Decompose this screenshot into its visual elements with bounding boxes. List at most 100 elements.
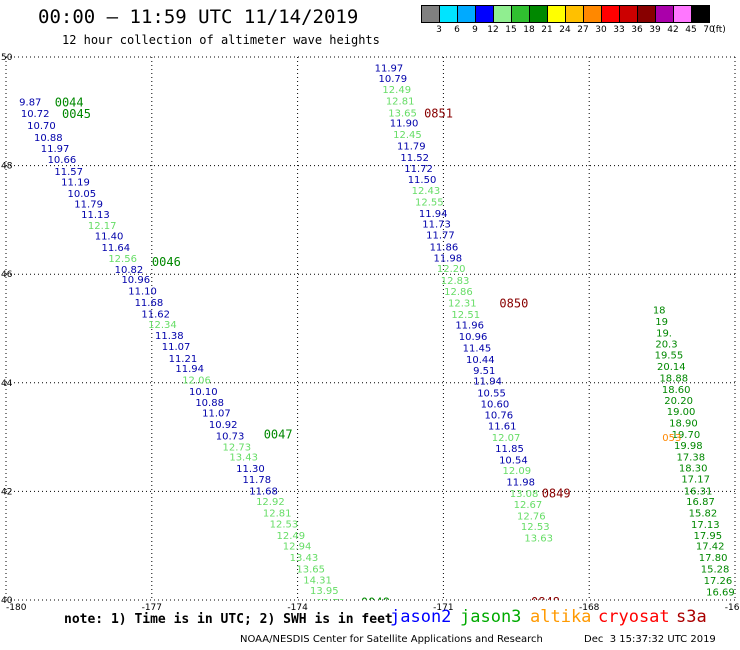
wave-height-value: 10.76 bbox=[484, 410, 513, 421]
color-swatch bbox=[691, 5, 710, 23]
wave-height-value: 12.76 bbox=[517, 511, 546, 522]
wave-height-value: 13.65 bbox=[296, 565, 325, 576]
wave-height-value: 11.78 bbox=[242, 475, 271, 486]
wave-height-value: 13.43 bbox=[229, 453, 258, 464]
wave-height-value: 13.95 bbox=[310, 586, 339, 597]
wave-height-value: 11.68 bbox=[135, 298, 164, 309]
wave-height-value: 18.90 bbox=[669, 418, 698, 429]
color-scale-unit: (ft) bbox=[712, 25, 726, 35]
color-scale-label: 18 bbox=[523, 25, 535, 35]
color-scale-label: 45 bbox=[685, 25, 697, 35]
pass-time-label: 0850 bbox=[499, 296, 528, 310]
wave-height-value: 11.97 bbox=[375, 63, 404, 74]
color-scale-label: 27 bbox=[577, 25, 589, 35]
wave-height-value: 10.82 bbox=[115, 265, 144, 276]
wave-height-value: 12.53 bbox=[270, 519, 299, 530]
wave-height-value: 13.63 bbox=[524, 534, 553, 545]
wave-height-value: 12.17 bbox=[88, 221, 117, 232]
wave-height-value: 10.44 bbox=[466, 355, 495, 366]
wave-height-value: 11.62 bbox=[141, 309, 170, 320]
y-tick-label: 42 bbox=[1, 487, 12, 497]
y-tick-label: 48 bbox=[1, 162, 13, 172]
wave-height-value: 20.3 bbox=[655, 340, 677, 351]
wave-height-value: 11.45 bbox=[463, 344, 492, 355]
wave-height-value: 12.86 bbox=[444, 287, 473, 298]
wave-height-value: 11.72 bbox=[404, 164, 433, 175]
wave-height-value: 18.30 bbox=[679, 464, 708, 475]
wave-height-value: 11.98 bbox=[433, 253, 462, 264]
wave-height-value: 10.92 bbox=[209, 420, 238, 431]
wave-height-value: 19.00 bbox=[667, 407, 696, 418]
pass-time-label: 0048 bbox=[361, 596, 390, 610]
wave-height-value: 19. bbox=[656, 328, 672, 339]
wave-height-value: 11.21 bbox=[169, 354, 198, 365]
color-scale-label: 70 bbox=[703, 25, 715, 35]
x-tick-label: -174 bbox=[287, 603, 308, 613]
wave-height-value: 17.26 bbox=[704, 576, 733, 587]
wave-height-value: 12.09 bbox=[502, 466, 531, 477]
wave-height-value: 10.79 bbox=[379, 74, 408, 85]
y-tick-label: 44 bbox=[1, 379, 13, 389]
color-scale-label: 3 bbox=[436, 25, 442, 35]
wave-height-value: 10.10 bbox=[189, 387, 218, 398]
wave-height-value: 11.50 bbox=[408, 175, 437, 186]
wave-height-value: 12.81 bbox=[386, 96, 415, 107]
wave-height-value: 053 bbox=[662, 433, 681, 444]
wave-height-value: 12.31 bbox=[448, 298, 477, 309]
wave-height-value: 12.67 bbox=[514, 500, 543, 511]
wave-height-value: 18.60 bbox=[662, 385, 691, 396]
wave-height-value: 17.42 bbox=[696, 542, 725, 553]
wave-height-value: 10.05 bbox=[67, 189, 96, 200]
wave-height-value: 11.61 bbox=[488, 422, 517, 433]
wave-height-value: 19.98 bbox=[674, 441, 703, 452]
pass-time-label: 0848 bbox=[531, 595, 560, 609]
color-scale-label: 30 bbox=[595, 25, 607, 35]
wave-height-value: 11.07 bbox=[202, 409, 231, 420]
wave-height-value: 11.52 bbox=[400, 153, 429, 164]
wave-height-value: 11.10 bbox=[128, 286, 157, 297]
wave-height-value: 12.56 bbox=[108, 254, 137, 265]
wave-height-value: 14.31 bbox=[303, 575, 332, 586]
wave-height-value: 11.86 bbox=[430, 243, 459, 254]
wave-height-value: 10.96 bbox=[459, 332, 488, 343]
wave-height-value: 12.53 bbox=[521, 522, 550, 533]
wave-height-value: 15.82 bbox=[689, 509, 718, 520]
wave-height-value: 13.79 bbox=[316, 598, 345, 609]
color-scale-label: 9 bbox=[472, 25, 478, 35]
wave-height-value: 17.38 bbox=[676, 453, 705, 464]
wave-height-value: 18 bbox=[653, 305, 666, 316]
wave-height-value: 11.85 bbox=[495, 444, 524, 455]
chart-title: 00:00 – 11:59 UTC 11/14/2019 bbox=[38, 6, 359, 28]
wave-height-value: 12.83 bbox=[441, 276, 470, 287]
wave-height-value: 11.90 bbox=[390, 119, 419, 130]
legend-jason2: jason2 bbox=[390, 607, 452, 627]
color-scale-label: 12 bbox=[487, 25, 499, 35]
wave-height-value: 9.87 bbox=[19, 98, 41, 109]
wave-height-value: 20.14 bbox=[657, 362, 686, 373]
footnote: note: 1) Time is in UTC; 2) SWH is in fe… bbox=[64, 612, 393, 627]
wave-height-value: 10.66 bbox=[48, 155, 77, 166]
wave-height-value: 10.70 bbox=[27, 121, 56, 132]
wave-height-value: 11.97 bbox=[41, 144, 70, 155]
color-scale-label: 6 bbox=[454, 25, 460, 35]
x-tick-label: -171 bbox=[433, 603, 453, 613]
wave-height-value: 17.95 bbox=[693, 531, 722, 542]
wave-height-value: 11.96 bbox=[455, 321, 484, 332]
wave-height-value: 10.60 bbox=[481, 399, 510, 410]
wave-height-value: 19.55 bbox=[655, 351, 684, 362]
wave-height-value: 19 bbox=[655, 317, 668, 328]
color-scale-label: 24 bbox=[559, 25, 571, 35]
wave-height-value: 12.55 bbox=[415, 197, 444, 208]
wave-height-value: 12.06 bbox=[182, 376, 211, 387]
x-tick-label: -180 bbox=[6, 603, 27, 613]
chart-subtitle: 12 hour collection of altimeter wave hei… bbox=[62, 33, 380, 47]
wave-height-value: 17.17 bbox=[681, 474, 710, 485]
wave-height-value: 10.55 bbox=[477, 389, 506, 400]
wave-height-value: 13.08 bbox=[510, 489, 539, 500]
wave-height-value: 10.73 bbox=[216, 431, 245, 442]
wave-height-value: 16.87 bbox=[686, 497, 715, 508]
pass-time-label: 0047 bbox=[264, 427, 293, 441]
legend-cryosat: cryosat bbox=[598, 607, 670, 627]
color-scale-label: 39 bbox=[649, 25, 661, 35]
pass-time-label: 0851 bbox=[424, 106, 453, 120]
